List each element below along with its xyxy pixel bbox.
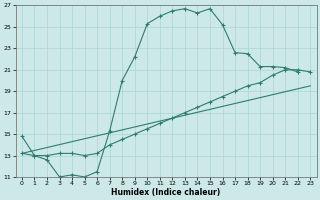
X-axis label: Humidex (Indice chaleur): Humidex (Indice chaleur) bbox=[111, 188, 221, 197]
